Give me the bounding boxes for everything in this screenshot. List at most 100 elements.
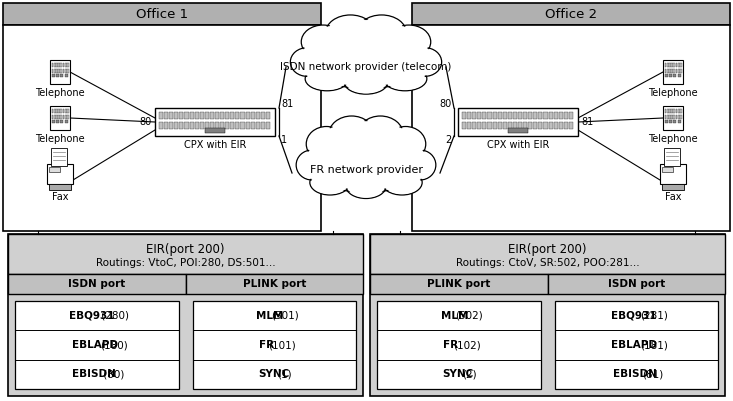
Bar: [190, 122, 194, 129]
Bar: [534, 122, 537, 129]
Text: (101): (101): [268, 340, 296, 350]
Bar: [52, 74, 55, 77]
Bar: [230, 122, 235, 129]
Bar: [60, 120, 63, 123]
Text: MLM: MLM: [257, 311, 284, 321]
Bar: [669, 120, 672, 123]
Bar: [569, 112, 573, 119]
Bar: [65, 63, 67, 67]
Bar: [503, 122, 507, 129]
Bar: [662, 167, 673, 172]
Text: Fax: Fax: [665, 192, 681, 202]
Bar: [65, 74, 67, 77]
Text: FR network provider: FR network provider: [309, 165, 422, 175]
Bar: [185, 122, 188, 129]
Ellipse shape: [306, 126, 347, 162]
Text: EBISDN: EBISDN: [72, 369, 116, 379]
Bar: [680, 109, 682, 113]
Bar: [67, 115, 69, 119]
Bar: [472, 122, 476, 129]
Bar: [564, 112, 568, 119]
Bar: [230, 112, 235, 119]
Bar: [523, 122, 527, 129]
Bar: [256, 122, 259, 129]
Bar: [667, 115, 668, 119]
Bar: [205, 128, 225, 133]
Ellipse shape: [312, 171, 349, 194]
Bar: [370, 234, 725, 396]
Bar: [185, 112, 188, 119]
Ellipse shape: [331, 117, 373, 152]
Bar: [508, 122, 512, 129]
Bar: [458, 108, 578, 136]
Bar: [508, 112, 512, 119]
Text: EIR(port 200): EIR(port 200): [147, 243, 225, 255]
Ellipse shape: [387, 128, 424, 160]
Ellipse shape: [307, 68, 347, 90]
Bar: [210, 112, 214, 119]
Text: (1): (1): [277, 369, 292, 379]
Ellipse shape: [347, 174, 385, 198]
Bar: [665, 115, 666, 119]
Bar: [548, 112, 553, 119]
Text: (502): (502): [455, 311, 483, 321]
Bar: [665, 74, 668, 77]
Bar: [8, 274, 185, 294]
Bar: [674, 109, 675, 113]
Bar: [554, 301, 718, 389]
Bar: [261, 112, 265, 119]
Bar: [225, 112, 229, 119]
Bar: [205, 122, 209, 129]
Bar: [67, 69, 69, 73]
Bar: [678, 115, 679, 119]
Text: (81): (81): [642, 369, 663, 379]
Bar: [680, 63, 682, 67]
Text: FR: FR: [259, 340, 274, 350]
Bar: [246, 112, 250, 119]
Bar: [54, 63, 56, 67]
Bar: [180, 112, 183, 119]
Text: EBQ931: EBQ931: [611, 311, 657, 321]
Bar: [669, 109, 671, 113]
Ellipse shape: [298, 151, 327, 179]
Bar: [251, 112, 255, 119]
Bar: [548, 122, 553, 129]
Bar: [51, 115, 54, 119]
Bar: [235, 122, 240, 129]
Bar: [370, 234, 725, 274]
Bar: [543, 122, 548, 129]
Text: (281): (281): [640, 311, 668, 321]
Bar: [54, 109, 56, 113]
Bar: [665, 69, 666, 73]
Bar: [377, 301, 540, 389]
Bar: [667, 69, 668, 73]
Bar: [472, 112, 476, 119]
Bar: [412, 25, 730, 231]
Bar: [180, 122, 183, 129]
Text: Routings: VtoC, POI:280, DS:501...: Routings: VtoC, POI:280, DS:501...: [96, 258, 276, 268]
Bar: [370, 274, 548, 294]
Bar: [680, 115, 682, 119]
Bar: [503, 112, 507, 119]
Bar: [54, 115, 56, 119]
Bar: [674, 120, 677, 123]
Ellipse shape: [305, 67, 349, 91]
Bar: [67, 63, 69, 67]
Bar: [678, 69, 679, 73]
Bar: [508, 128, 528, 133]
Bar: [559, 112, 563, 119]
Text: PLINK port: PLINK port: [427, 279, 490, 289]
Bar: [663, 60, 683, 84]
Bar: [240, 122, 245, 129]
Bar: [62, 63, 65, 67]
Bar: [261, 122, 265, 129]
Ellipse shape: [301, 25, 345, 59]
Ellipse shape: [408, 48, 442, 77]
Text: 80: 80: [140, 117, 152, 127]
Bar: [477, 112, 482, 119]
Bar: [60, 63, 62, 67]
Bar: [665, 109, 666, 113]
Bar: [462, 112, 466, 119]
Bar: [220, 122, 224, 129]
Text: ISDN network provider (telecom): ISDN network provider (telecom): [280, 62, 452, 72]
